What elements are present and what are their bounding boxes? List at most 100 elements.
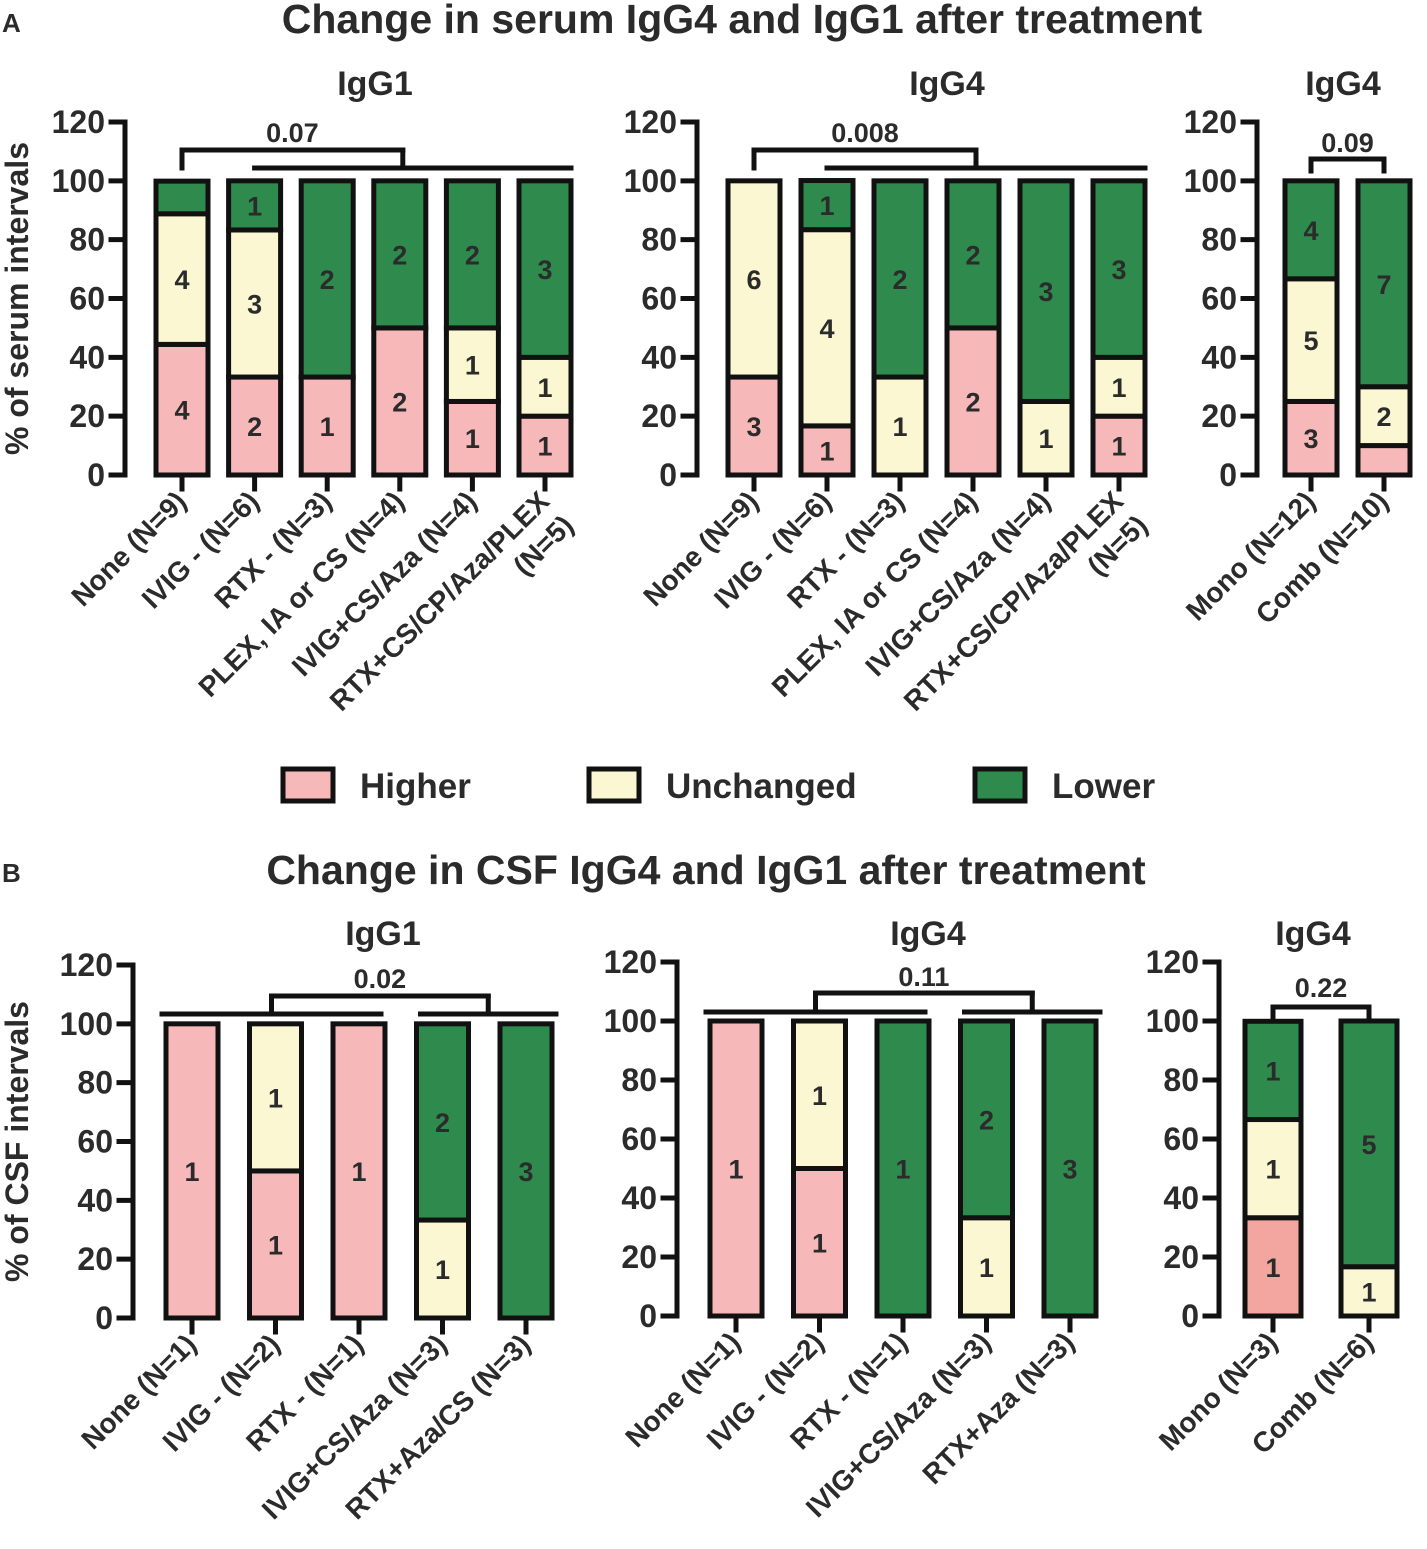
y-tick-label: 60 <box>641 281 677 317</box>
y-tick-label: 80 <box>69 222 105 258</box>
y-tick-label: 80 <box>77 1065 113 1101</box>
bar-segment-lower <box>1242 1018 1304 1123</box>
y-tick-label: 100 <box>604 1003 657 1039</box>
y-tick-label: 100 <box>1184 163 1237 199</box>
y-tick-label: 0 <box>1219 457 1237 493</box>
legend-label-lower: Lower <box>1052 767 1155 806</box>
bar-segment-lower <box>516 178 574 360</box>
segment-count-label: 1 <box>1361 1277 1376 1307</box>
p-value-label: 0.02 <box>354 964 407 994</box>
segment-count-label: 1 <box>819 191 834 221</box>
y-tick-label: 80 <box>1201 222 1237 258</box>
segment-count-label: 1 <box>892 412 907 442</box>
p-value-label: 0.09 <box>1321 128 1374 158</box>
segment-count-label: 1 <box>268 1230 283 1260</box>
p-value-label: 0.11 <box>898 962 949 992</box>
y-tick-label: 80 <box>1163 1062 1199 1098</box>
bar-segment-lower <box>958 1018 1015 1221</box>
legend-label-higher: Higher <box>360 767 471 806</box>
chart-1: IgG1 0 20 40 60 80 100 120 % of serum intervals 4… <box>0 65 579 717</box>
segment-count-label: 1 <box>979 1253 994 1283</box>
y-tick-label: 120 <box>604 944 657 980</box>
segment-count-label: 1 <box>1265 1155 1280 1185</box>
y-tick-label: 100 <box>1146 1003 1199 1039</box>
y-axis-label: % of CSF intervals <box>0 1001 35 1282</box>
legend-swatch-lower <box>972 766 1028 804</box>
segment-count-label: 2 <box>392 240 407 270</box>
y-tick-label: 40 <box>1201 339 1237 375</box>
bar-segment-higher <box>1282 398 1340 478</box>
bar-segment-lower <box>1041 1018 1099 1319</box>
chart-title: IgG1 <box>345 915 421 953</box>
segment-count-label: 1 <box>320 412 335 442</box>
y-tick-label: 20 <box>621 1239 657 1275</box>
segment-count-label: 2 <box>965 240 980 270</box>
y-axis-label: % of serum intervals <box>0 142 35 455</box>
legend-label-unchanged: Unchanged <box>666 767 857 806</box>
y-tick-label: 60 <box>1163 1121 1199 1157</box>
bar-segment-lower <box>1090 178 1148 360</box>
panel-a-title: Change in serum IgG4 and IgG1 after trea… <box>282 0 1203 42</box>
y-tick-label: 0 <box>87 457 105 493</box>
bar-segment-lower <box>1282 178 1340 282</box>
segment-count-label: 2 <box>465 240 480 270</box>
y-tick-label: 60 <box>69 281 105 317</box>
y-tick-label: 100 <box>60 1006 113 1042</box>
x-tick-label: Comb (N=10) <box>1250 485 1395 630</box>
legend-swatch-higher <box>280 766 336 804</box>
y-tick-label: 20 <box>641 398 677 434</box>
segment-count-label: 3 <box>1038 277 1053 307</box>
y-tick-label: 0 <box>639 1298 657 1334</box>
segment-count-label: 2 <box>320 265 335 295</box>
panel-b-title: Change in CSF IgG4 and IgG1 after treatm… <box>266 847 1146 893</box>
bar-segment-unchanged <box>1242 1117 1304 1221</box>
segment-count-label: 1 <box>268 1083 283 1113</box>
segment-count-label: 1 <box>1265 1253 1280 1283</box>
y-tick-label: 0 <box>659 457 677 493</box>
x-tick-label-line: Comb (N=10) <box>1250 485 1395 630</box>
bar-segment-lower <box>1338 1018 1400 1270</box>
y-tick-label: 20 <box>1201 398 1237 434</box>
bar-segment-unchanged <box>247 1021 304 1174</box>
chart-3: IgG4 0 20 40 60 80 100 120 3 5 4 Mono (N=12) 2 7 Comb … <box>1180 65 1413 630</box>
bar-segment-unchanged <box>1355 384 1413 449</box>
segment-count-label: 1 <box>895 1155 910 1185</box>
y-tick-label: 80 <box>621 1062 657 1098</box>
y-tick-label: 120 <box>624 104 677 140</box>
y-tick-label: 20 <box>69 398 105 434</box>
y-tick-label: 60 <box>1201 281 1237 317</box>
bar-segment-unchanged <box>798 227 856 429</box>
bar-segment-lower <box>871 178 929 380</box>
y-tick-label: 120 <box>1184 104 1237 140</box>
segment-count-label: 1 <box>537 373 552 403</box>
x-tick-label: RTX+Aza (N=3) <box>916 1326 1080 1490</box>
segment-count-label: 1 <box>1265 1056 1280 1086</box>
chart-title: IgG4 <box>890 915 966 953</box>
bar-segment-unchanged <box>791 1018 848 1171</box>
y-tick-label: 60 <box>621 1121 657 1157</box>
y-tick-label: 80 <box>641 222 677 258</box>
bar-segment-higher <box>707 1018 765 1319</box>
bar-segment-lower <box>798 178 856 233</box>
segment-count-label: 3 <box>1111 255 1126 285</box>
segment-count-label: 1 <box>1111 432 1126 462</box>
segment-count-label: 1 <box>819 436 834 466</box>
panel-b-letter: B <box>2 858 21 888</box>
segment-count-label: 4 <box>1303 216 1318 246</box>
y-tick-label: 40 <box>77 1182 113 1218</box>
segment-count-label: 3 <box>537 255 552 285</box>
p-value-label: 0.008 <box>831 118 899 148</box>
p-value-label: 0.22 <box>1295 973 1348 1003</box>
segment-count-label: 3 <box>518 1157 533 1187</box>
bar-segment-lower <box>443 178 501 331</box>
segment-count-label: 7 <box>1376 270 1391 300</box>
p-value-label: 0.07 <box>266 118 319 148</box>
segment-count-label: 2 <box>1376 402 1391 432</box>
y-tick-label: 100 <box>52 163 105 199</box>
segment-count-label: 2 <box>392 387 407 417</box>
segment-count-label: 1 <box>465 424 480 454</box>
bar-segment-lower <box>874 1018 932 1319</box>
y-tick-label: 40 <box>1163 1180 1199 1216</box>
